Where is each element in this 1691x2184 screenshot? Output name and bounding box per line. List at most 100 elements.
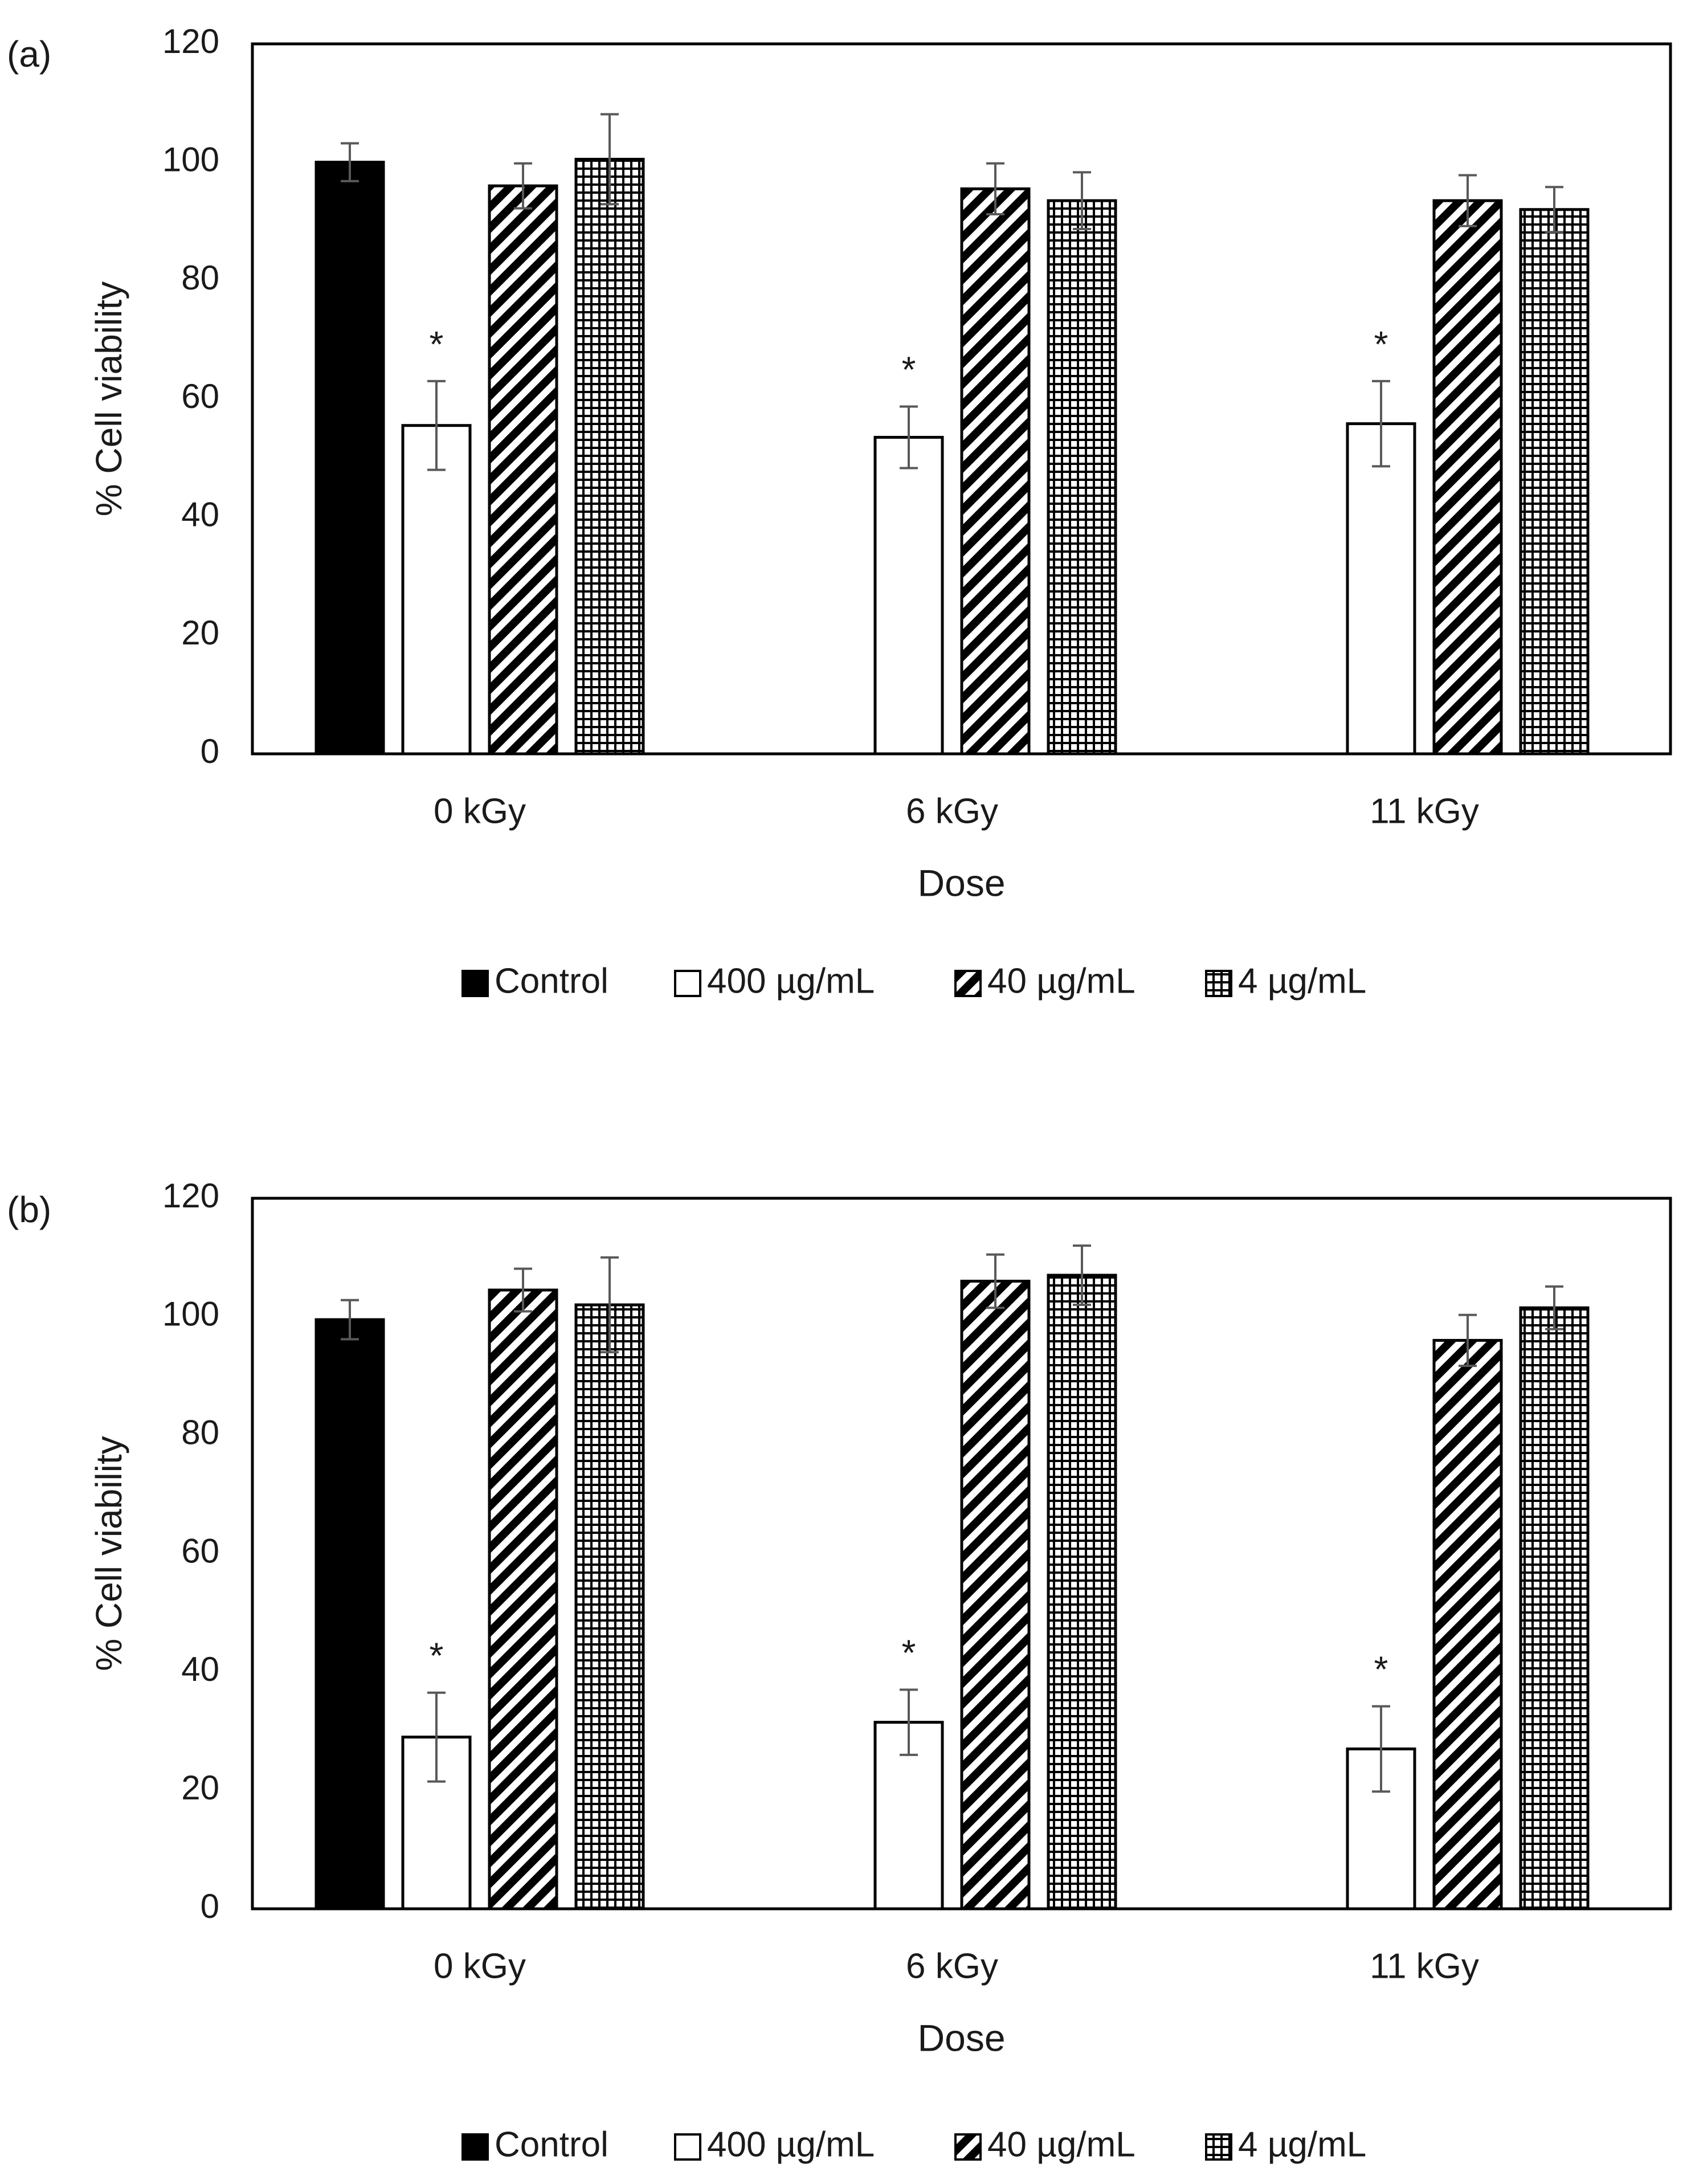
bar	[1519, 1306, 1590, 1911]
legend-swatch	[954, 970, 982, 997]
legend-item: 400 µg/mL	[674, 2125, 875, 2164]
error-bar	[1073, 171, 1091, 230]
panel-label: (a)	[7, 34, 51, 75]
chart-panel-b: (b) 0 20 40 60 80 100 120 % Cell viability * 0 kGy…	[7, 1177, 1672, 2164]
error-bar	[601, 113, 619, 206]
legend-item: 4 µg/mL	[1205, 961, 1366, 1001]
y-tick-label: 120	[162, 22, 219, 60]
bar	[960, 1279, 1031, 1911]
legend-item: Control	[461, 2125, 608, 2164]
legend-swatch	[461, 970, 489, 997]
significance-marker: *	[1374, 1649, 1388, 1690]
error-bar	[986, 1253, 1004, 1309]
y-tick-label: 60	[181, 1532, 219, 1570]
legend-label: 4 µg/mL	[1238, 961, 1366, 1001]
bar	[1047, 1273, 1117, 1911]
bar	[401, 424, 472, 756]
significance-marker: *	[902, 349, 916, 390]
panels: (a) 0 20 40 60 80 100 120 % Cell viability * 0 kGy…	[7, 22, 1672, 2164]
bar	[1047, 199, 1117, 756]
panel-label: (b)	[7, 1189, 51, 1230]
error-bar	[341, 142, 359, 182]
legend: Control 400 µg/mL 40 µg/mL 4 µg/mL	[461, 961, 1366, 1001]
y-tick-label: 20	[181, 614, 219, 652]
error-bar	[1459, 174, 1477, 227]
y-tick-label: 80	[181, 1414, 219, 1452]
y-tick-label: 100	[162, 1295, 219, 1333]
error-bar	[427, 379, 446, 471]
bar	[1519, 208, 1590, 756]
legend-swatch	[1205, 970, 1232, 997]
y-tick-label: 60	[181, 377, 219, 415]
legend: Control 400 µg/mL 40 µg/mL 4 µg/mL	[461, 2125, 1366, 2164]
legend-swatch	[1205, 2133, 1232, 2161]
error-bar	[1372, 379, 1390, 468]
bar	[574, 157, 645, 756]
bar	[960, 187, 1031, 756]
x-tick-label: 6 kGy	[906, 791, 998, 831]
bar	[873, 435, 944, 756]
y-tick-label: 40	[181, 496, 219, 534]
y-tick-label: 20	[181, 1769, 219, 1807]
legend-label: 400 µg/mL	[707, 2125, 875, 2164]
error-bar	[1372, 1705, 1390, 1793]
y-tick-label: 0	[201, 1887, 219, 1925]
bar	[1432, 1338, 1503, 1911]
significance-marker: *	[430, 1635, 444, 1676]
plot-frame	[251, 42, 1672, 756]
bar	[314, 161, 385, 756]
legend-label: 40 µg/mL	[987, 961, 1135, 1001]
x-axis-title: Dose	[917, 2016, 1005, 2059]
error-bar	[900, 1688, 918, 1756]
legend-label: 400 µg/mL	[707, 961, 875, 1001]
y-axis-title: % Cell viability	[88, 1436, 129, 1671]
legend-item: Control	[461, 961, 608, 1001]
y-tick-label: 0	[201, 732, 219, 770]
y-tick-label: 120	[162, 1177, 219, 1215]
x-tick-label: 0 kGy	[434, 1946, 526, 1986]
x-tick-label: 0 kGy	[434, 791, 526, 831]
error-bar	[514, 1267, 532, 1313]
bar	[488, 184, 558, 756]
legend-item: 400 µg/mL	[674, 961, 875, 1001]
x-tick-label: 11 kGy	[1370, 1946, 1479, 1986]
bar	[1346, 422, 1416, 756]
y-tick-label: 100	[162, 141, 219, 179]
error-bar	[986, 162, 1004, 216]
legend-label: 4 µg/mL	[1238, 2125, 1366, 2164]
error-bar	[900, 405, 918, 470]
legend-swatch	[954, 2133, 982, 2161]
legend-label: Control	[495, 961, 608, 1001]
error-bar	[341, 1299, 359, 1341]
error-bar	[1545, 1285, 1563, 1330]
error-bar	[601, 1256, 619, 1354]
significance-marker: *	[430, 324, 444, 365]
chart-panel-a: (a) 0 20 40 60 80 100 120 % Cell viability * 0 kGy…	[7, 22, 1672, 1001]
legend-label: 40 µg/mL	[987, 2125, 1135, 2164]
legend-swatch	[461, 2133, 489, 2161]
legend-swatch	[674, 970, 701, 997]
significance-marker: *	[1374, 324, 1388, 365]
bar	[1432, 199, 1503, 756]
y-axis-title: % Cell viability	[88, 281, 129, 517]
legend-swatch	[674, 2133, 701, 2161]
bar	[314, 1318, 385, 1911]
legend-item: 40 µg/mL	[954, 961, 1135, 1001]
x-tick-label: 6 kGy	[906, 1946, 998, 1986]
significance-marker: *	[902, 1632, 916, 1673]
x-tick-label: 11 kGy	[1370, 791, 1479, 831]
y-tick-label: 80	[181, 259, 219, 297]
error-bar	[514, 162, 532, 210]
y-tick-label: 40	[181, 1650, 219, 1688]
bar	[574, 1303, 645, 1911]
bar	[488, 1288, 558, 1911]
x-axis-title: Dose	[917, 862, 1005, 904]
plot-frame	[251, 1197, 1672, 1911]
legend-item: 4 µg/mL	[1205, 2125, 1366, 2164]
error-bar	[1073, 1244, 1091, 1307]
error-bar	[427, 1691, 446, 1783]
legend-label: Control	[495, 2125, 608, 2164]
error-bar	[1545, 186, 1563, 234]
legend-item: 40 µg/mL	[954, 2125, 1135, 2164]
